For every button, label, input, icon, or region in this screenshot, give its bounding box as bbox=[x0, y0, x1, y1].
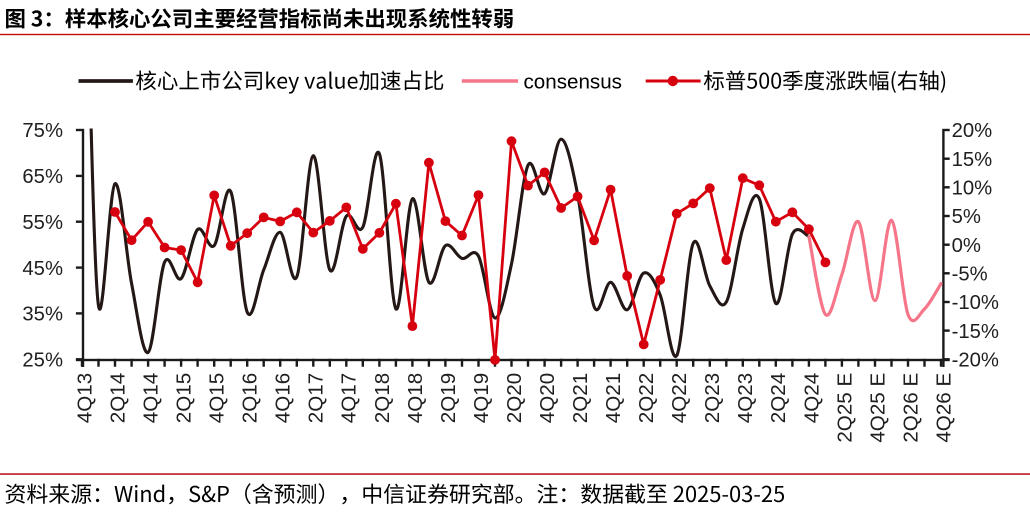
svg-text:-10%: -10% bbox=[952, 292, 999, 314]
svg-text:4Q22: 4Q22 bbox=[668, 373, 691, 423]
svg-text:10%: 10% bbox=[952, 178, 993, 200]
svg-text:-5%: -5% bbox=[952, 264, 988, 286]
svg-text:65%: 65% bbox=[22, 166, 63, 188]
svg-text:2Q21: 2Q21 bbox=[569, 373, 592, 423]
svg-text:45%: 45% bbox=[22, 258, 63, 280]
svg-text:2Q16: 2Q16 bbox=[239, 373, 262, 423]
svg-text:2Q26 E: 2Q26 E bbox=[899, 373, 922, 443]
svg-text:4Q26 E: 4Q26 E bbox=[932, 373, 955, 443]
svg-text:2Q18: 2Q18 bbox=[371, 373, 394, 423]
svg-text:2Q24: 2Q24 bbox=[767, 373, 790, 423]
svg-text:2Q23: 2Q23 bbox=[701, 373, 724, 423]
svg-text:4Q23: 4Q23 bbox=[734, 373, 757, 423]
svg-text:2Q25 E: 2Q25 E bbox=[833, 373, 856, 443]
svg-text:2Q17: 2Q17 bbox=[305, 373, 328, 423]
svg-text:4Q18: 4Q18 bbox=[404, 373, 427, 423]
svg-text:2Q15: 2Q15 bbox=[173, 373, 196, 423]
svg-text:2Q22: 2Q22 bbox=[635, 373, 658, 423]
svg-text:-15%: -15% bbox=[952, 321, 999, 343]
svg-text:4Q24: 4Q24 bbox=[800, 373, 823, 423]
svg-text:4Q21: 4Q21 bbox=[602, 373, 625, 423]
svg-text:4Q17: 4Q17 bbox=[338, 373, 361, 423]
svg-text:75%: 75% bbox=[22, 120, 63, 142]
svg-text:20%: 20% bbox=[952, 120, 993, 142]
svg-text:5%: 5% bbox=[952, 206, 981, 228]
svg-text:4Q19: 4Q19 bbox=[470, 373, 493, 423]
svg-text:4Q16: 4Q16 bbox=[272, 373, 295, 423]
svg-text:consensus: consensus bbox=[524, 70, 622, 93]
svg-text:55%: 55% bbox=[22, 212, 63, 234]
svg-text:-20%: -20% bbox=[952, 350, 999, 372]
svg-text:4Q25 E: 4Q25 E bbox=[866, 373, 889, 443]
svg-text:2Q14: 2Q14 bbox=[106, 373, 129, 423]
svg-text:2Q20: 2Q20 bbox=[503, 373, 526, 423]
svg-text:35%: 35% bbox=[22, 304, 63, 326]
svg-text:4Q15: 4Q15 bbox=[206, 373, 229, 423]
svg-text:2Q19: 2Q19 bbox=[437, 373, 460, 423]
svg-text:4Q20: 4Q20 bbox=[536, 373, 559, 423]
svg-text:4Q13: 4Q13 bbox=[73, 373, 96, 423]
svg-text:15%: 15% bbox=[952, 149, 993, 171]
svg-text:4Q14: 4Q14 bbox=[140, 373, 163, 423]
svg-text:25%: 25% bbox=[22, 350, 63, 372]
svg-text:0%: 0% bbox=[952, 235, 981, 257]
